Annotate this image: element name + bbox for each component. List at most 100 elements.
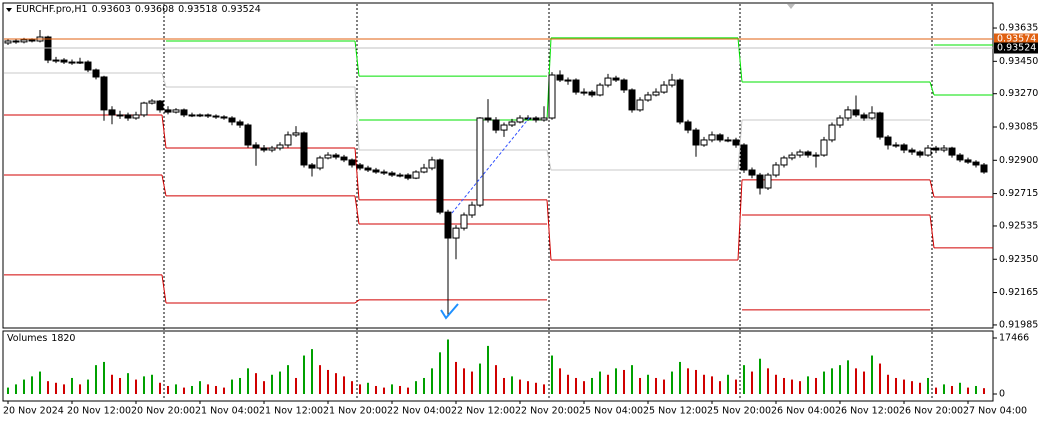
trade-marker — [440, 303, 459, 320]
candle-body — [308, 164, 316, 169]
quote: 0.93524 — [221, 4, 261, 15]
candle-body — [132, 114, 140, 119]
candle-body — [924, 147, 932, 156]
level-step — [161, 274, 167, 304]
volume-bar — [175, 384, 177, 394]
volume-bar — [927, 377, 929, 394]
candle-body — [692, 129, 700, 146]
candle-body — [932, 147, 940, 151]
volume-bar — [687, 368, 689, 394]
volume-bar — [103, 361, 105, 394]
candle-body — [404, 174, 412, 179]
candle-body — [668, 79, 676, 86]
y-tick-label: 0.92715 — [999, 188, 1038, 199]
volume-bar — [71, 377, 73, 394]
candle-body — [492, 119, 500, 131]
level-step — [161, 72, 167, 88]
shift-marker — [787, 4, 795, 9]
volume-bar — [263, 381, 265, 394]
volume-bar — [823, 371, 825, 394]
candle-body — [124, 114, 132, 119]
volume-bar — [183, 387, 185, 394]
candle-body — [828, 124, 836, 141]
candle-body — [108, 109, 116, 116]
quote: 0.93603 — [91, 4, 131, 15]
volume-bar — [623, 369, 625, 394]
volume-bar — [431, 368, 433, 394]
volume-bar — [495, 365, 497, 394]
candle-body — [572, 79, 580, 93]
candle-body — [260, 147, 268, 151]
volume-bar — [895, 377, 897, 394]
volume-bar — [327, 369, 329, 394]
volume-bar — [751, 371, 753, 394]
candle-body — [372, 169, 380, 173]
volume-bar — [167, 385, 169, 394]
x-tick-label: 26 Nov 04:00 — [771, 406, 835, 417]
candle-body — [44, 36, 52, 61]
candle-body — [244, 124, 252, 146]
level-step — [354, 299, 360, 304]
candle-body — [724, 139, 732, 142]
candle-body — [236, 121, 244, 126]
y-tick-label: 0.92900 — [999, 155, 1038, 166]
volume-bar — [391, 384, 393, 394]
volume-bar — [7, 387, 9, 394]
levels — [4, 37, 993, 311]
volume-bar — [367, 382, 369, 394]
candle-body — [428, 159, 436, 169]
candle-body — [276, 144, 284, 149]
candle-body — [900, 144, 908, 151]
level-step — [354, 195, 360, 225]
y-tick-label: 0.92535 — [999, 220, 1038, 231]
volume-bar — [671, 371, 673, 394]
candle-body — [788, 154, 796, 159]
volume-bar — [807, 376, 809, 394]
volume-bar — [655, 377, 657, 394]
candle-body — [340, 156, 348, 161]
candle-body — [860, 114, 868, 119]
volume-bar — [287, 365, 289, 394]
volume-bar — [375, 385, 377, 394]
candle-body — [180, 109, 188, 116]
volume-bar — [695, 369, 697, 394]
candle-body — [804, 151, 812, 156]
volume-bar — [239, 377, 241, 394]
volume-bar — [919, 382, 921, 394]
volume-last: 1820 — [51, 333, 76, 344]
candle-body — [820, 139, 828, 156]
volume-bar — [87, 379, 89, 394]
volume-bar — [631, 365, 633, 394]
volume-bar — [559, 368, 561, 394]
volume-bar — [511, 376, 513, 394]
price-label-box — [994, 33, 1038, 45]
volume-bar — [607, 374, 609, 394]
candle-body — [172, 109, 180, 113]
volume-bar — [223, 387, 225, 394]
volume-bar — [63, 384, 65, 394]
quote: 0.93518 — [178, 4, 218, 15]
volume-bar — [191, 385, 193, 394]
candle-body — [948, 147, 956, 156]
level-step — [737, 119, 743, 171]
candle-body — [508, 121, 516, 126]
x-tick-label: 21 Nov 12:00 — [259, 406, 323, 417]
volume-bar — [647, 374, 649, 394]
volume-bar — [527, 381, 529, 394]
y-tick-label: 0.91985 — [999, 319, 1038, 330]
candle-body — [540, 117, 548, 121]
level-step — [737, 179, 743, 261]
menu-arrow — [6, 8, 12, 12]
volume-bar — [831, 368, 833, 394]
x-tick-label: 26 Nov 20:00 — [899, 406, 963, 417]
volume-bar — [479, 363, 481, 394]
volume-bar — [359, 384, 361, 394]
candle-body — [332, 154, 340, 158]
y-tick-label: 0.93085 — [999, 122, 1038, 133]
volume-bar — [847, 360, 849, 394]
y-tick-label: 0.92350 — [999, 254, 1038, 265]
candle-body — [268, 147, 276, 151]
level-step — [546, 199, 552, 261]
candle-body — [908, 149, 916, 153]
candle-body — [460, 214, 468, 229]
